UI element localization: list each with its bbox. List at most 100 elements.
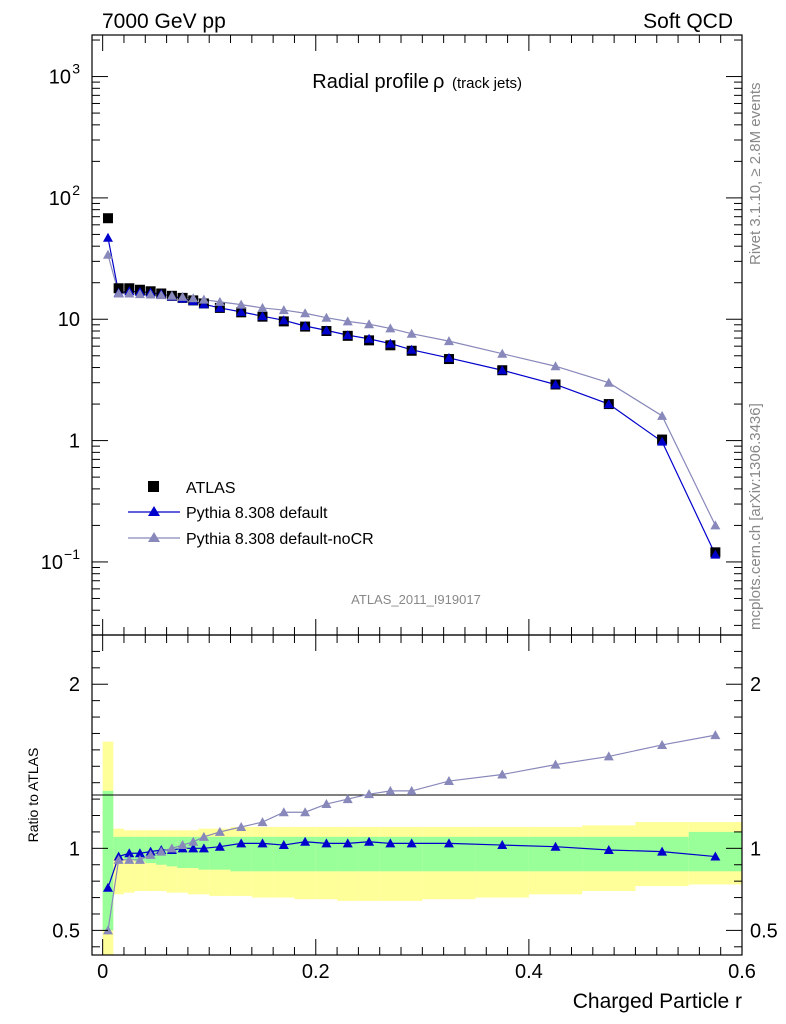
ratio-default-point — [443, 838, 454, 848]
legend-marker-default — [148, 506, 160, 516]
y-tick-label-ratio-right: 0.5 — [750, 920, 778, 942]
nocr-point — [603, 377, 614, 387]
ratio-nocr-point — [364, 789, 375, 799]
mcplots-label: mcplots.cern.ch [arXiv:1306.3436] — [747, 403, 764, 630]
ratio-default-point — [657, 846, 668, 856]
nocr-point — [278, 305, 289, 315]
main-series-markers — [102, 213, 721, 559]
ratio-nocr-point — [300, 807, 311, 817]
legend-marker-atlas — [148, 481, 159, 492]
band-inner-bin — [102, 790, 114, 931]
ratio-nocr-point — [657, 739, 668, 749]
default-point — [550, 379, 561, 389]
ratio-nocr-point — [156, 846, 167, 856]
nocr-point — [113, 288, 124, 298]
nocr-point — [257, 302, 268, 312]
ratio-panel: 0 0.2 0.4 0.6 2 2 1 1 0.5 0.5 Ratio to ATLAS — [25, 634, 778, 983]
ratio-nocr-point — [385, 785, 396, 795]
nocr-point — [236, 299, 247, 309]
ratio-default-point — [188, 843, 199, 853]
chart-title: Radial profile — [312, 71, 429, 93]
ratio-default-point — [710, 851, 721, 861]
default-point — [236, 306, 247, 316]
ratio-nocr-point — [497, 769, 508, 779]
band-inner-bin — [401, 836, 423, 872]
band-inner-bin — [251, 836, 274, 872]
default-point — [497, 365, 508, 375]
legend-marker-nocr — [148, 532, 160, 542]
band-inner-bin — [294, 836, 316, 872]
nocr-point — [550, 361, 561, 371]
default-point — [710, 549, 721, 559]
band-inner-bin — [198, 836, 210, 870]
y-tick-label-ratio: 2 — [69, 674, 80, 696]
rivet-label: Rivet 3.1.10, ≥ 2.8M events — [747, 83, 764, 266]
ratio-default-point — [236, 838, 247, 848]
y-tick-label-ratio: 0.5 — [52, 920, 80, 942]
nocr-point — [188, 293, 199, 303]
nocr-point — [198, 294, 209, 304]
y-tick-label-base: 10 — [49, 188, 71, 210]
default-point — [321, 325, 332, 335]
y-tick-label-ratio-right: 1 — [750, 838, 761, 860]
ratio-nocr-point — [443, 776, 454, 786]
band-inner-bin — [337, 836, 359, 872]
ratio-default-point — [342, 838, 353, 848]
band-inner-bin — [358, 836, 380, 872]
ratio-nocr-point — [177, 840, 188, 850]
nocr-point — [156, 290, 167, 300]
nocr-point — [657, 410, 668, 420]
x-tick-label: 0.4 — [515, 961, 543, 983]
ratio-default-point — [278, 840, 289, 850]
default-point — [657, 436, 668, 446]
ratio-nocr-point — [550, 759, 561, 769]
ratio-nocr-point — [236, 822, 247, 831]
nocr-point — [145, 289, 156, 299]
ratio-default-point — [300, 836, 311, 846]
ratio-axes: 0 0.2 0.4 0.6 2 2 1 1 0.5 0.5 — [52, 635, 778, 983]
default-point — [300, 320, 311, 330]
y-tick-label-base: 10 — [49, 67, 71, 89]
y-tick-label-exp: 3 — [72, 61, 80, 77]
default-point — [278, 315, 289, 325]
nocr-point — [102, 249, 113, 259]
ratio-default-point — [102, 882, 113, 892]
ratio-nocr-point — [188, 836, 199, 846]
nocr-point — [443, 336, 454, 346]
band-inner-bin — [187, 836, 199, 869]
default-point — [102, 232, 113, 242]
nocr-point — [134, 289, 145, 299]
ratio-default-point — [214, 841, 225, 851]
y-tick-label-ratio-right: 2 — [750, 674, 761, 696]
default-point — [198, 299, 209, 309]
nocr-point — [177, 291, 188, 301]
ratio-default-point — [198, 843, 209, 853]
ratio-nocr-point — [710, 730, 721, 740]
default-point — [443, 352, 454, 362]
ratio-nocr-point — [198, 831, 209, 841]
legend: ATLAS Pythia 8.308 default Pythia 8.308 … — [128, 480, 374, 548]
default-point — [214, 302, 225, 312]
ratio-default-point — [321, 838, 332, 848]
default-point — [364, 333, 375, 343]
ratio-y-label: Ratio to ATLAS — [25, 748, 41, 843]
band-inner-bin — [177, 836, 188, 869]
nocr-point — [166, 290, 177, 300]
ratio-series-markers — [102, 730, 721, 935]
ratio-nocr-point — [278, 807, 289, 817]
ratio-default-point — [406, 838, 417, 848]
nocr-point — [124, 288, 135, 298]
y-tick-label-base: 10 — [41, 552, 63, 574]
default-point — [257, 311, 268, 321]
y-tick-label-main: 10 — [58, 309, 80, 331]
default-point — [406, 344, 417, 354]
ratio-default-point — [364, 836, 375, 846]
header-left: 7000 GeV pp — [102, 10, 226, 33]
x-tick-label: 0.2 — [302, 961, 330, 983]
default-point — [385, 338, 396, 348]
ratio-default-point — [134, 848, 145, 858]
ratio-frame — [91, 634, 743, 956]
nocr-point — [342, 316, 353, 326]
